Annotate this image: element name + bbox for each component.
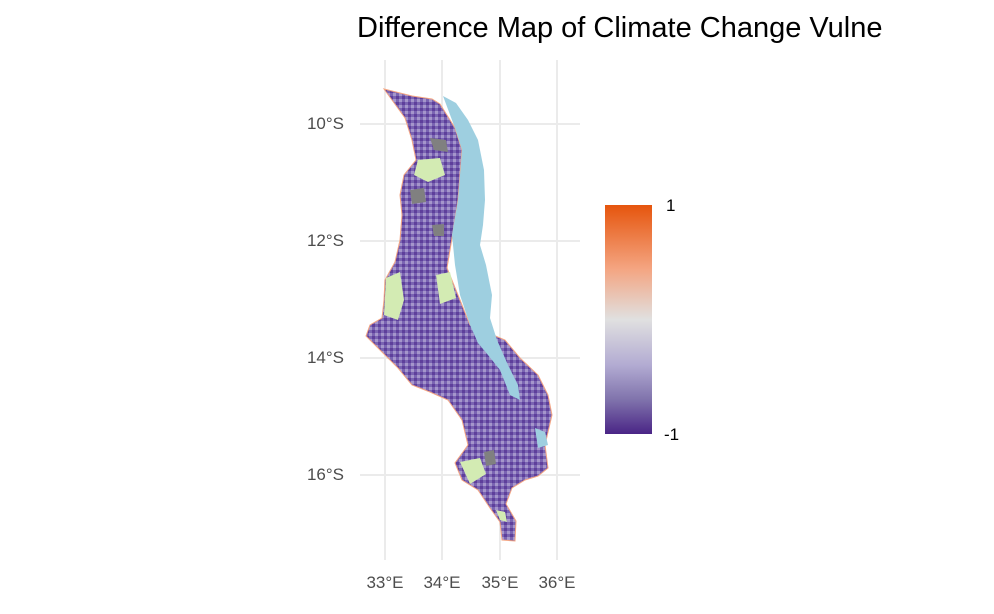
no-data-gray-1 <box>430 138 448 152</box>
y-tick-label: 16°S <box>306 465 344 484</box>
x-tick-label: 36°E <box>538 573 576 592</box>
no-data-green-1 <box>414 158 445 182</box>
x-tick-label: 34°E <box>423 573 461 592</box>
y-tick-label: 10°S <box>306 114 344 133</box>
legend-max-label: 1 <box>666 196 676 215</box>
x-tick-label: 35°E <box>481 573 519 592</box>
y-tick-label: 14°S <box>306 348 344 367</box>
no-data-gray-4 <box>484 450 496 466</box>
lake-malawi <box>443 96 520 400</box>
no-data-green-5 <box>496 510 507 522</box>
color-scale-bar <box>605 205 652 434</box>
map-title: Difference Map of Climate Change Vulne <box>357 12 883 44</box>
lake-chilwa <box>535 428 548 448</box>
legend-min-label: -1 <box>664 425 680 444</box>
no-data-green-4 <box>460 458 486 484</box>
x-tick-label: 33°E <box>366 573 404 592</box>
no-data-gray-3 <box>432 224 444 236</box>
no-data-green-2 <box>384 272 404 320</box>
no-data-green-3 <box>436 272 456 304</box>
no-data-gray-2 <box>410 188 426 204</box>
y-tick-label: 12°S <box>306 231 344 250</box>
